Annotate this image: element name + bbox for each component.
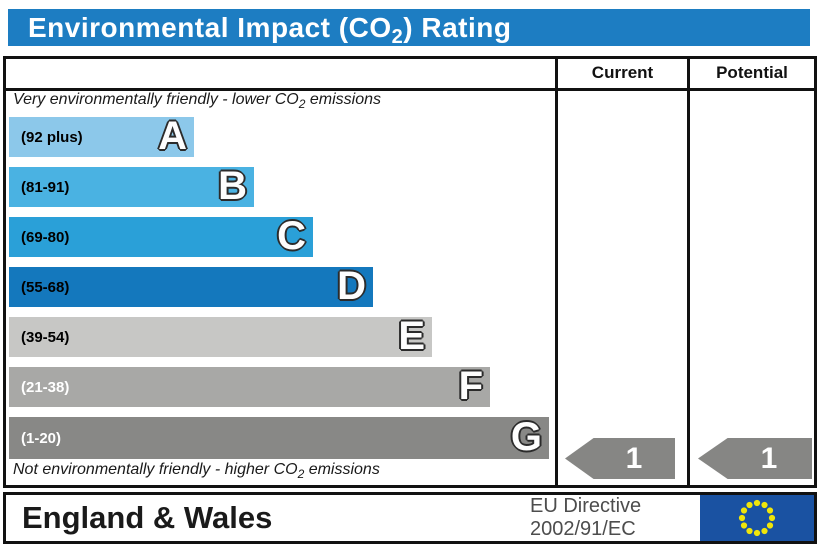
header-underline <box>3 88 817 91</box>
top-note: Very environmentally friendly - lower CO… <box>13 91 381 111</box>
band-range-label: (1-20) <box>21 429 62 447</box>
band-range-label: (21-38) <box>21 378 70 396</box>
column-header-potential: Potential <box>716 63 788 82</box>
eu-directive-text: EU Directive 2002/91/EC <box>530 495 641 541</box>
footer <box>3 492 817 544</box>
rating-band-c: (69-80) C <box>9 213 313 258</box>
co2-subscript: 2 <box>297 467 305 481</box>
band-letter: F <box>458 363 483 408</box>
rating-band-b: (81-91) B <box>9 163 254 208</box>
eu-flag <box>700 495 814 541</box>
eu-directive-line2: 2002/91/EC <box>530 518 636 540</box>
top-note-pre: Very environmentally friendly - lower CO <box>13 91 299 108</box>
band-letter: C <box>277 213 306 258</box>
current-column-divider <box>555 56 558 488</box>
co2-subscript: 2 <box>298 97 306 111</box>
band-range-label: (39-54) <box>21 328 70 346</box>
column-header-current: Current <box>591 63 654 82</box>
bottom-note: Not environmentally friendly - higher CO… <box>13 461 380 481</box>
current-rating-value: 1 <box>625 441 643 475</box>
rating-band-d: (55-68) D <box>9 263 373 308</box>
rating-band-f: (21-38) F <box>9 363 490 408</box>
rating-band-g: (1-20) G <box>9 417 549 459</box>
top-note-post: emissions <box>305 91 381 108</box>
rating-band-e: (39-54) E <box>9 313 432 358</box>
band-range-label: (55-68) <box>21 278 70 296</box>
bottom-note-post: emissions <box>304 461 380 478</box>
band-range-label: (81-91) <box>21 178 70 196</box>
band-range-label: (92 plus) <box>21 128 83 146</box>
region-label: England & Wales <box>22 500 273 535</box>
band-letter: A <box>158 113 187 158</box>
page-title: Environmental Impact (CO2) Rating <box>28 11 512 48</box>
eu-directive-line1: EU Directive <box>530 495 642 517</box>
potential-rating-value: 1 <box>760 441 778 475</box>
title-bar: Environmental Impact (CO2) Rating <box>8 9 810 48</box>
page-title-post: ) Rating <box>403 11 512 43</box>
rating-band-a: (92 plus) A <box>9 113 194 158</box>
band-range-label: (69-80) <box>21 228 70 246</box>
bottom-note-pre: Not environmentally friendly - higher CO <box>13 461 298 478</box>
potential-column-divider <box>687 56 690 488</box>
band-letter: E <box>398 313 425 358</box>
band-letter: D <box>337 263 366 308</box>
eu-flag-stars <box>738 499 776 537</box>
band-letter: B <box>218 163 247 208</box>
band-letter: G <box>510 414 542 459</box>
co2-subscript: 2 <box>391 25 404 48</box>
page-title-pre: Environmental Impact (CO <box>28 11 392 43</box>
